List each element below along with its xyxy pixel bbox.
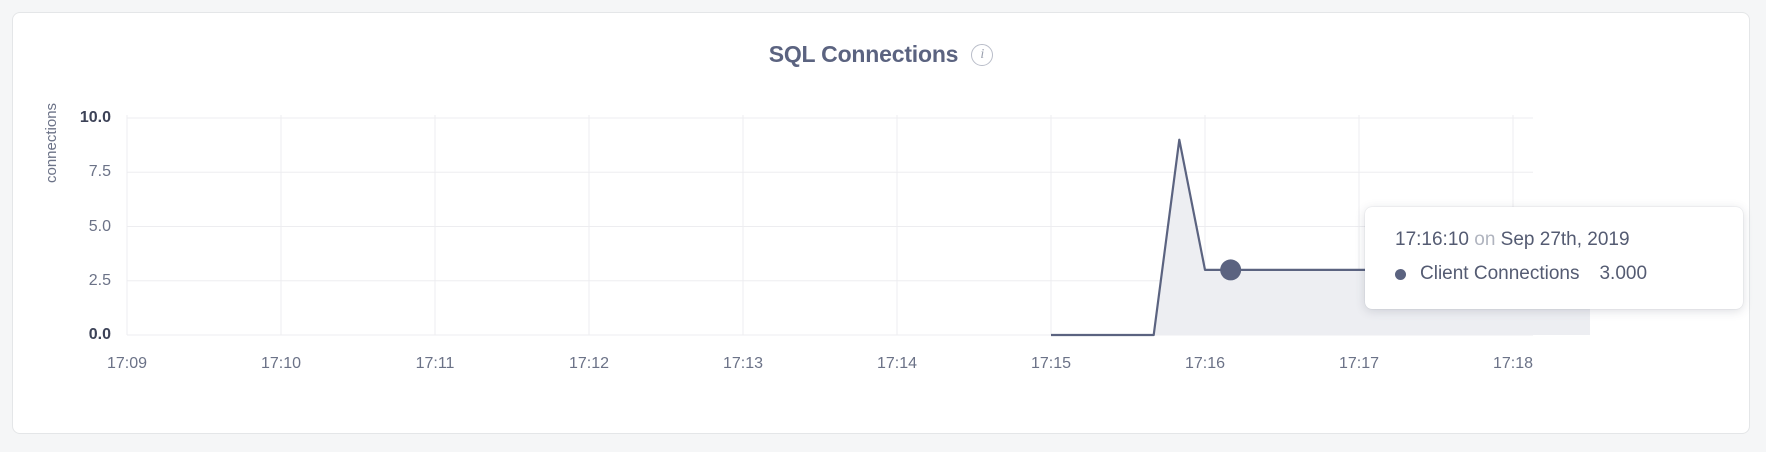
y-axis-tick-label: 7.5	[88, 163, 111, 181]
x-axis-tick-label: 17:13	[722, 355, 764, 372]
tooltip-date: Sep 27th, 2019	[1500, 229, 1630, 250]
info-icon[interactable]: i	[971, 43, 994, 66]
sql-connections-card: SQL Connections i connections 0.0 2.5 5.0 7…	[12, 12, 1750, 434]
y-axis-tick-label: 5.0	[88, 217, 111, 235]
chart-tooltip: 17:16:10 on Sep 27th, 2019 Client Connec…	[1365, 207, 1743, 309]
y-axis-tick-label: 10.0	[79, 109, 111, 126]
x-axis-tick-label: 17:12	[568, 355, 610, 372]
tooltip-series-label: Client Connections	[1420, 263, 1580, 284]
tooltip-time: 17:16:10	[1395, 229, 1469, 250]
card-header: SQL Connections i	[13, 41, 1749, 68]
series-color-dot-icon	[1395, 268, 1406, 280]
x-axis-tick-label: 17:17	[1338, 355, 1380, 372]
x-axis-tick-label: 17:16	[1184, 355, 1226, 372]
page-title: SQL Connections	[768, 41, 959, 67]
tooltip-on-word: on	[1474, 229, 1496, 250]
y-axis-tick-label: 0.0	[88, 326, 111, 343]
y-axis-tick-label: 2.5	[88, 271, 111, 289]
x-axis-tick-label: 17:15	[1030, 355, 1072, 372]
x-axis-tick-label: 17:18	[1492, 355, 1534, 372]
hover-point-marker	[1220, 259, 1242, 281]
x-axis-tick-label: 17:14	[876, 355, 918, 372]
x-axis-tick-label: 17:10	[260, 355, 302, 372]
x-axis-tick-label: 17:09	[106, 355, 148, 372]
tooltip-series-value: 3.000	[1599, 263, 1648, 284]
tooltip-timestamp: 17:16:10 on Sep 27th, 2019	[1395, 229, 1713, 251]
tooltip-series-row: Client Connections 3.000	[1395, 263, 1713, 285]
x-axis-tick-label: 17:11	[415, 355, 455, 372]
